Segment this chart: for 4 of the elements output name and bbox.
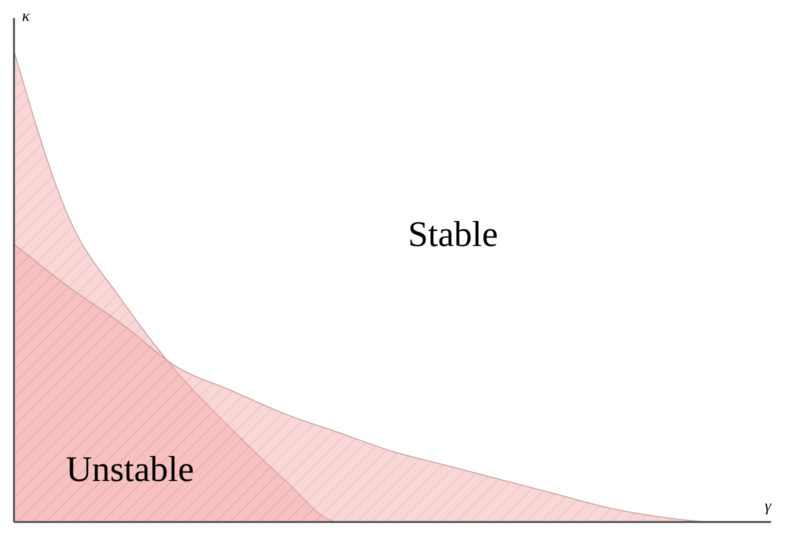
y-axis-title: κ	[22, 8, 30, 26]
annotation: Stable	[408, 213, 498, 255]
x-axis-title: γ	[764, 498, 771, 516]
annotation: Unstable	[66, 448, 194, 490]
